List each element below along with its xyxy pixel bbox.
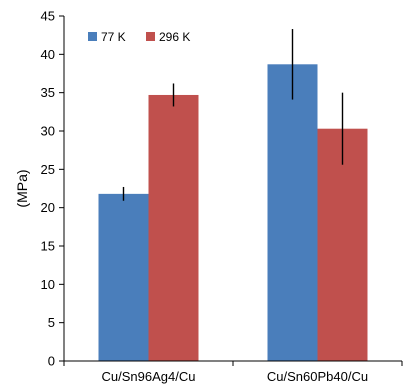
legend-swatch (88, 32, 97, 41)
bar-296k-2 (317, 128, 368, 361)
y-tick-label: 25 (41, 162, 55, 177)
legend-label: 77 K (101, 30, 126, 44)
y-tick-label: 5 (48, 315, 55, 330)
y-tick-label: 45 (41, 9, 55, 24)
y-tick-label: 30 (41, 124, 55, 139)
legend-label: 296 K (159, 30, 190, 44)
y-tick-label: 40 (41, 47, 55, 62)
legend: 77 K 296 K (88, 30, 190, 44)
y-tick-label: 35 (41, 85, 55, 100)
y-axis-title: (MPa) (14, 169, 30, 207)
x-category-label: Cu/Sn60Pb40/Cu (267, 369, 368, 384)
bar-77k-2 (267, 64, 318, 362)
legend-swatch (146, 32, 155, 41)
y-tick-label: 0 (48, 354, 55, 369)
y-axis-ticks: 0 5 10 15 20 25 30 35 40 45 (41, 9, 64, 369)
x-axis-ticks (63, 361, 403, 366)
x-axis-labels: Cu/Sn96Ag4/Cu Cu/Sn60Pb40/Cu (102, 369, 369, 384)
bar-296k-1 (148, 94, 199, 361)
x-category-label: Cu/Sn96Ag4/Cu (102, 369, 196, 384)
y-tick-label: 10 (41, 277, 55, 292)
bars (98, 64, 368, 362)
error-bars (122, 29, 344, 201)
y-tick-label: 20 (41, 200, 55, 215)
bar-77k-1 (98, 193, 149, 361)
y-tick-label: 15 (41, 239, 55, 254)
